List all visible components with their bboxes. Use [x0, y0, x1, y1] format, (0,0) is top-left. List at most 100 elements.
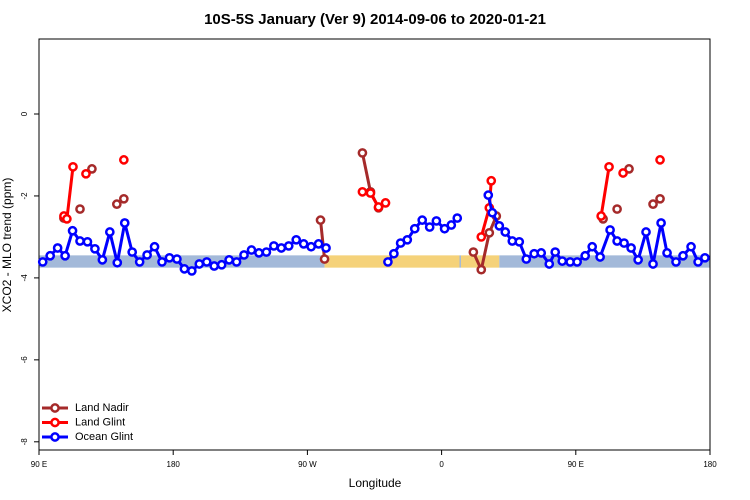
- data-point: [536, 248, 547, 258]
- data-point: [216, 259, 227, 270]
- data-point: [313, 239, 324, 249]
- data-point: [700, 252, 710, 263]
- data-point: [487, 207, 498, 218]
- data-point: [60, 250, 70, 261]
- legend-label: Land Nadir: [75, 402, 129, 414]
- x-tick-label: 90 E: [568, 460, 584, 469]
- data-point: [572, 257, 582, 267]
- data-point: [52, 243, 63, 253]
- data-point: [90, 243, 100, 254]
- data-point: [452, 213, 463, 223]
- y-tick-label: 0: [20, 111, 29, 116]
- series-line: [64, 160, 660, 237]
- data-point: [424, 222, 435, 232]
- data-point: [261, 247, 272, 257]
- data-point: [483, 190, 494, 200]
- data-point: [595, 252, 605, 262]
- data-point: [605, 225, 615, 235]
- data-point: [111, 199, 122, 209]
- band-segment: [459, 255, 461, 268]
- data-point: [149, 241, 160, 252]
- data-point: [179, 264, 190, 274]
- data-point: [319, 254, 330, 264]
- data-point: [357, 186, 368, 197]
- data-point: [580, 250, 591, 261]
- data-point: [544, 259, 555, 269]
- data-point: [201, 257, 212, 267]
- data-point: [315, 215, 326, 225]
- data-point: [276, 243, 287, 253]
- legend-marker: [50, 432, 60, 442]
- data-point: [231, 257, 242, 267]
- data-point: [383, 257, 393, 267]
- data-point: [655, 155, 665, 165]
- data-point: [164, 252, 175, 263]
- data-point: [604, 161, 614, 172]
- data-point: [134, 257, 145, 267]
- x-tick-label: 180: [703, 460, 717, 469]
- data-point: [500, 227, 511, 237]
- data-point: [298, 239, 309, 249]
- data-point: [431, 216, 442, 226]
- data-point: [142, 250, 152, 260]
- data-point: [633, 255, 643, 265]
- data-point: [269, 241, 279, 251]
- data-point: [239, 250, 249, 260]
- data-point: [655, 193, 665, 204]
- data-point: [626, 243, 636, 253]
- data-point: [678, 250, 688, 261]
- x-tick-label: 0: [439, 460, 444, 469]
- data-point: [612, 204, 622, 214]
- data-point: [587, 241, 598, 252]
- data-point: [557, 256, 568, 266]
- data-point: [306, 241, 316, 252]
- legend-label: Ocean Glint: [75, 431, 133, 443]
- data-point: [484, 227, 495, 238]
- data-point: [446, 220, 457, 230]
- x-tick-label: 90 E: [31, 460, 47, 469]
- legend-marker: [50, 417, 60, 428]
- plot-frame: [38, 38, 711, 451]
- data-point: [417, 215, 428, 225]
- data-point: [648, 199, 658, 209]
- data-point: [82, 236, 93, 247]
- data-point: [118, 155, 129, 165]
- data-point: [246, 245, 257, 255]
- data-point: [619, 238, 629, 248]
- data-point: [486, 175, 497, 186]
- data-point: [321, 243, 331, 253]
- data-point: [357, 148, 368, 158]
- data-point: [68, 161, 78, 172]
- data-point: [514, 236, 525, 247]
- data-point: [75, 236, 85, 246]
- data-point: [81, 168, 91, 179]
- data-point: [686, 241, 696, 252]
- data-point: [224, 255, 234, 265]
- data-point: [67, 225, 78, 236]
- y-tick-label: -6: [20, 356, 29, 364]
- data-point: [194, 259, 205, 269]
- data-point: [118, 193, 129, 204]
- data-point: [62, 214, 72, 224]
- data-point: [618, 168, 628, 178]
- data-point: [291, 234, 302, 245]
- data-point: [112, 257, 123, 268]
- data-point: [104, 227, 115, 237]
- data-point: [365, 188, 376, 198]
- data-point: [476, 232, 487, 242]
- series-line: [115, 152, 661, 275]
- data-point: [157, 257, 167, 267]
- legend-marker: [50, 403, 60, 413]
- data-point: [373, 202, 384, 212]
- data-point: [596, 211, 606, 221]
- data-point: [380, 198, 391, 208]
- data-point: [389, 248, 399, 259]
- data-point: [550, 247, 561, 257]
- data-point: [402, 234, 413, 245]
- data-point: [648, 259, 658, 269]
- data-point: [521, 254, 532, 264]
- data-point: [75, 204, 85, 214]
- data-point: [656, 218, 666, 228]
- data-point: [662, 248, 672, 258]
